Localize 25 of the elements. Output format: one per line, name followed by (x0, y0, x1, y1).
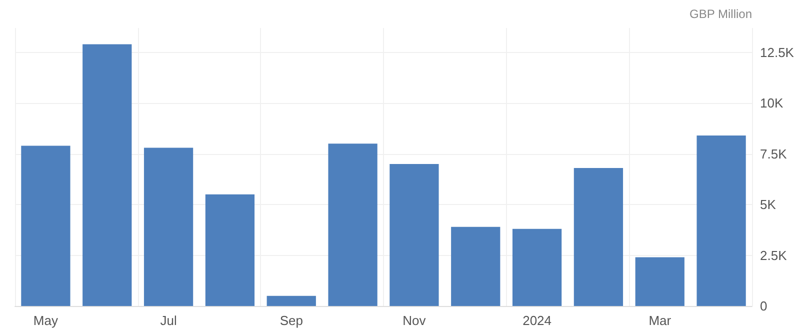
bar (21, 146, 70, 306)
bar (390, 164, 439, 306)
x-tick-label: Nov (402, 313, 426, 328)
bar (328, 144, 378, 306)
bar (266, 296, 316, 306)
y-tick-label: 2.5K (760, 248, 788, 263)
bar (144, 148, 194, 306)
y-tick-label: 0 (760, 298, 768, 314)
x-tick-label: May (33, 313, 58, 328)
bar (696, 136, 746, 306)
bar (574, 168, 624, 306)
x-tick-label: Jul (160, 313, 177, 328)
x-tick-label: Mar (648, 313, 672, 328)
bar (82, 44, 132, 306)
y-tick-label: 10K (760, 96, 784, 111)
y-tick-label: 7.5K (760, 146, 788, 162)
bar (205, 194, 255, 306)
x-tick-label: 2024 (522, 313, 552, 328)
x-tick-label: Sep (280, 313, 303, 328)
y-axis-title: GBP Million (690, 7, 752, 21)
bar (451, 226, 500, 306)
bar (635, 257, 684, 306)
y-tick-label: 12.5K (760, 44, 794, 60)
y-tick-label: 5K (760, 197, 776, 212)
bar (512, 228, 562, 306)
